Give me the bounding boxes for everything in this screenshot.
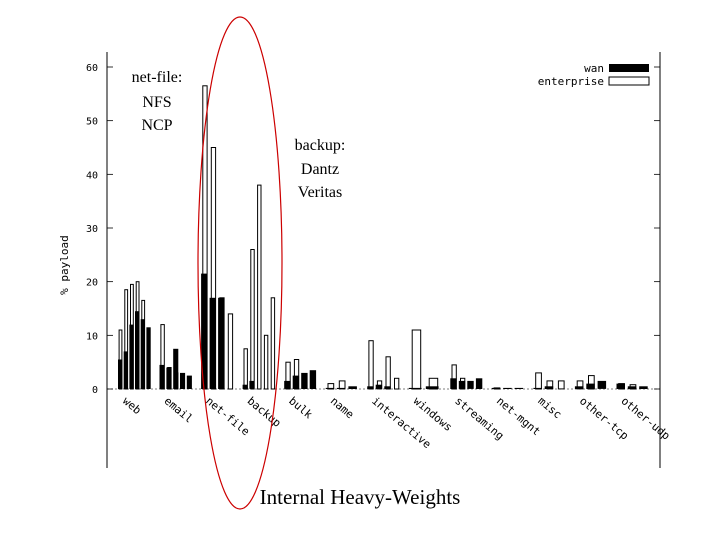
bar-wan-streaming xyxy=(458,380,466,389)
legend-wan-swatch xyxy=(609,64,649,72)
netfile-line-2: NFS xyxy=(142,94,171,111)
bar-enterprise-backup xyxy=(243,348,248,390)
bar-wan-web xyxy=(118,359,123,389)
bar-wan-bulk xyxy=(301,372,308,389)
bar-enterprise-backup xyxy=(257,184,262,390)
bar-wan-bulk xyxy=(309,370,317,389)
y-tick-label: 50 xyxy=(86,117,98,128)
legend: wan enterprise xyxy=(538,62,650,88)
y-tick-label: 40 xyxy=(86,170,98,181)
backup-line-3: Veritas xyxy=(298,184,342,201)
bar-wan-backup xyxy=(249,380,255,389)
bar-wan-web xyxy=(123,351,128,389)
bar-wan-net-mgnt xyxy=(514,387,524,389)
bar-wan-net-file xyxy=(218,297,225,389)
bar-wan-misc xyxy=(544,386,554,389)
category-label-backup: backup xyxy=(245,394,284,430)
bar-enterprise-backup xyxy=(270,297,276,390)
bar-enterprise-interactive xyxy=(385,356,391,390)
bar-wan-backup xyxy=(242,384,248,389)
backup-line-2: Dantz xyxy=(301,161,339,178)
bar-wan-streaming xyxy=(450,378,457,389)
legend-wan-label: wan xyxy=(584,62,604,75)
netfile-line-1: net-file: xyxy=(132,69,183,86)
netfile-line-3: NCP xyxy=(141,117,172,134)
bar-wan-other-tcp xyxy=(586,383,595,389)
y-tick-label: 30 xyxy=(86,224,98,235)
bar-wan-other-tcp xyxy=(597,380,607,389)
bar-wan-bulk xyxy=(284,380,291,389)
bar-wan-email xyxy=(180,372,186,389)
bar-wan-net-file xyxy=(201,273,208,389)
bar-enterprise-backup xyxy=(250,249,255,390)
category-label-misc: misc xyxy=(535,394,564,421)
highlight-ellipse xyxy=(197,16,283,510)
netfile-annotation: net-file: NFS NCP xyxy=(132,69,183,134)
bar-wan-web xyxy=(146,327,151,389)
bar-enterprise-misc xyxy=(557,380,565,390)
bar-wan-windows xyxy=(425,386,439,389)
bar-wan-name xyxy=(325,387,335,389)
bar-wan-other-tcp xyxy=(574,386,584,389)
bar-wan-interactive xyxy=(384,386,391,389)
y-tick-label: 0 xyxy=(92,385,98,396)
bar-wan-bulk xyxy=(292,375,300,389)
bar-wan-streaming xyxy=(467,380,474,389)
bar-wan-email xyxy=(186,375,192,389)
y-axis-ticks: 0 10 20 30 40 50 60 xyxy=(86,63,660,396)
bar-wan-misc xyxy=(533,387,542,389)
bar-wan-windows xyxy=(408,387,422,389)
category-label-net-file: net-file xyxy=(203,394,252,438)
bar-wan-email xyxy=(159,364,165,389)
bar-wan-other-udp xyxy=(627,386,637,389)
y-tick-label: 10 xyxy=(86,331,98,342)
bar-enterprise-windows xyxy=(411,329,422,390)
backup-annotation: backup: Dantz Veritas xyxy=(295,137,346,201)
bar-wan-net-mgnt xyxy=(503,387,512,389)
bar-wan-name xyxy=(348,386,357,389)
bar-marks xyxy=(118,85,648,390)
bar-wan-streaming xyxy=(475,378,483,389)
category-label-web: web xyxy=(120,394,144,417)
category-label-bulk: bulk xyxy=(286,394,315,421)
bar-enterprise-interactive xyxy=(368,340,374,390)
bar-wan-interactive xyxy=(367,386,374,389)
bar-enterprise-net-file xyxy=(227,313,234,390)
bar-wan-other-udp xyxy=(616,383,625,389)
bar-enterprise-interactive xyxy=(394,377,400,390)
legend-enterprise-swatch xyxy=(608,76,650,86)
legend-enterprise-label: enterprise xyxy=(538,75,604,88)
bar-enterprise-backup xyxy=(263,334,269,390)
category-label-name: name xyxy=(328,394,357,421)
bar-wan-web xyxy=(135,311,140,389)
bar-wan-web xyxy=(140,319,145,389)
bar-enterprise-misc xyxy=(535,372,542,390)
y-tick-label: 20 xyxy=(86,278,98,289)
y-tick-label: 60 xyxy=(86,63,98,74)
bar-wan-net-mgnt xyxy=(491,387,501,389)
bar-enterprise-name xyxy=(338,380,346,390)
backup-line-1: backup: xyxy=(295,137,346,154)
bar-wan-email xyxy=(166,367,172,389)
y-axis-label: % payload xyxy=(58,235,71,295)
bar-wan-other-udp xyxy=(639,386,648,389)
bar-wan-email xyxy=(173,348,179,390)
bar-wan-name xyxy=(337,387,346,389)
bar-enterprise-bulk xyxy=(285,361,291,390)
category-label-email: email xyxy=(162,394,196,425)
slide-title: Internal Heavy-Weights xyxy=(260,485,461,509)
bar-wan-web xyxy=(129,324,134,389)
bar-wan-net-file xyxy=(209,297,216,389)
bar-wan-interactive xyxy=(375,384,383,389)
